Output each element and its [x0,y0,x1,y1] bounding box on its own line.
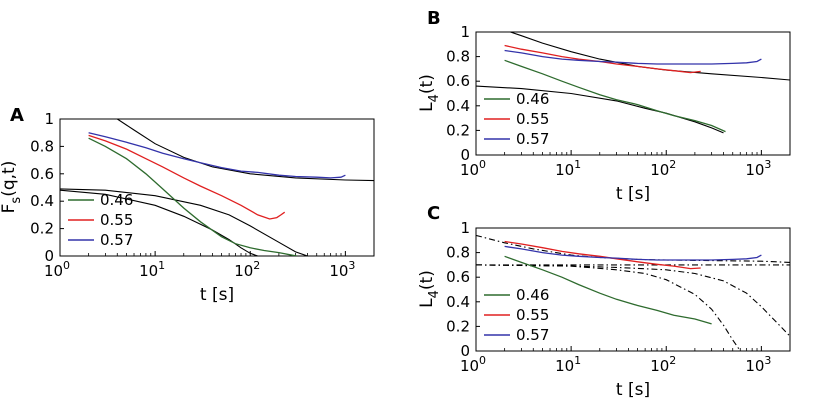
x-tick-label: 101 [555,354,581,375]
x-tick-label: 100 [44,259,70,280]
y-tick-label: 0.2 [446,317,470,335]
x-tick-label: 100 [460,158,486,179]
series-line-0.55 [88,134,286,220]
y-tick-label: 0.6 [30,165,54,183]
series-line-0.57 [88,132,346,179]
y-tick-label: 0.8 [446,244,470,262]
legend-label: 0.46 [516,286,549,304]
y-tick-label: 1 [460,219,470,237]
y-axis-label: L4(t) [417,74,442,112]
legend-label: 0.46 [100,191,133,209]
x-tick-label: 103 [745,354,771,375]
x-tick-label: 101 [139,259,165,280]
series-line-0.57 [504,245,762,261]
x-tick-label: 100 [460,354,486,375]
fit-curve [476,264,741,351]
x-tick-label: 101 [555,158,581,179]
panel-letter: A [10,105,24,126]
fit-curve [476,85,724,134]
y-tick-label: 0.2 [30,220,54,238]
y-tick-label: 1 [44,110,54,128]
legend-label: 0.57 [516,326,549,344]
panel-B: B 0 0.2 0.4 0.6 0.8 1 100 101 102 103 t [s] L4(t) 0.4… [417,8,791,204]
axes-frame [59,118,375,257]
x-tick-label: 102 [234,259,260,280]
panel-letter: C [427,203,440,224]
legend-label: 0.55 [100,211,133,229]
y-tick-label: 0.4 [446,97,470,115]
legend-label: 0.55 [516,110,549,128]
axes-frame [475,227,791,352]
y-tick-label: 0.8 [446,48,470,66]
y-tick-label: 0.4 [30,192,54,210]
x-axis-label: t [s] [616,380,650,400]
legend-label: 0.57 [516,130,549,148]
y-axis-label: Fs(q,t) [0,161,24,214]
x-tick-label: 103 [745,158,771,179]
series-line-0.46 [88,137,298,256]
y-tick-label: 0.8 [30,137,54,155]
y-axis-label: L4(t) [417,270,442,308]
legend-label: 0.55 [516,306,549,324]
y-tick-label: 1 [460,23,470,41]
fit-curve [60,188,308,256]
y-tick-label: 0 [460,342,470,360]
fit-curve [116,119,374,182]
axes-frame [475,31,791,156]
series-line-0.46 [504,255,712,325]
panel-C: C 0 0.2 0.4 0.6 0.8 1 100 101 102 103 t [s] L4(t) 0.4… [417,203,791,400]
x-axis-label: t [s] [616,184,650,204]
series-line-0.55 [504,44,701,74]
panel-A: A 0 0.2 0.4 0.6 0.8 1 100 101 102 103 t [s] Fs(q,t) 0… [0,105,375,305]
y-tick-label: 0 [44,247,54,265]
panel-letter: B [427,8,441,29]
y-tick-label: 0 [460,146,470,164]
x-tick-label: 103 [329,259,355,280]
y-tick-label: 0.6 [446,268,470,286]
fit-curve [476,264,790,337]
fit-curve [510,32,790,81]
y-tick-label: 0.4 [446,293,470,311]
y-tick-label: 0.2 [446,121,470,139]
y-tick-label: 0.6 [446,72,470,90]
x-axis-label: t [s] [200,285,234,305]
series-line-0.57 [504,49,762,65]
series-line-0.46 [504,59,726,133]
legend-label: 0.57 [100,231,133,249]
x-tick-label: 102 [650,354,676,375]
x-tick-label: 102 [650,158,676,179]
legend-label: 0.46 [516,90,549,108]
